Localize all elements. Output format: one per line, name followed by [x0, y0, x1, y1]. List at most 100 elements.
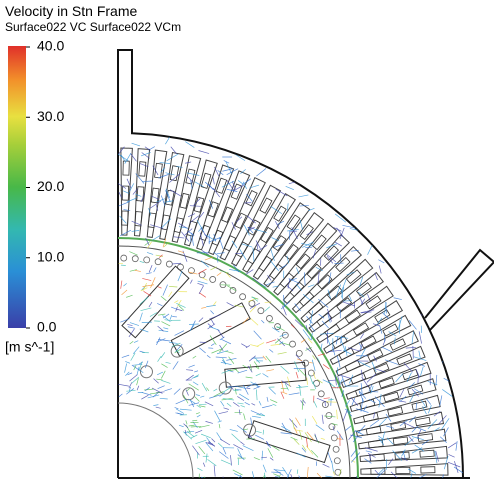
velocity-vector: [162, 315, 170, 321]
velocity-vector: [312, 360, 315, 371]
velocity-vector: [132, 143, 140, 146]
velocity-vector: [217, 253, 225, 254]
velocity-vector: [211, 438, 215, 442]
velocity-vector: [185, 142, 194, 148]
velocity-vector: [382, 431, 385, 442]
velocity-vector: [185, 430, 186, 435]
velocity-vector: [142, 278, 151, 280]
velocity-vector: [192, 420, 197, 421]
legend-title: Velocity in Stn Frame: [5, 3, 137, 19]
velocity-vector: [170, 315, 172, 320]
velocity-vector: [199, 446, 205, 454]
conductor: [274, 206, 286, 221]
velocity-vector: [271, 344, 282, 345]
velocity-vector: [243, 385, 248, 395]
colorbar-unit: [m s^-1]: [5, 339, 54, 355]
velocity-vector: [197, 415, 201, 417]
velocity-vector: [175, 413, 183, 415]
velocity-vector: [129, 375, 137, 382]
conductor: [139, 162, 146, 176]
velocity-vector: [161, 322, 170, 326]
velocity-vector: [296, 430, 303, 431]
velocity-vector: [343, 350, 351, 354]
velocity-vector: [282, 392, 287, 394]
velocity-vector: [268, 448, 273, 457]
conductor: [363, 413, 378, 422]
velocity-vector: [263, 465, 266, 472]
velocity-vector: [343, 409, 348, 422]
rotor-hole: [329, 424, 335, 430]
velocity-vector: [316, 425, 324, 431]
velocity-vector: [207, 355, 210, 358]
velocity-vector: [171, 307, 177, 309]
velocity-vector: [191, 435, 198, 438]
velocity-vector: [281, 381, 283, 392]
velocity-vector: [214, 391, 224, 396]
velocity-vector: [174, 389, 180, 395]
velocity-vector: [158, 314, 165, 315]
velocity-vector: [420, 367, 423, 376]
velocity-vector: [169, 342, 177, 343]
conductor: [246, 191, 257, 206]
velocity-vector: [214, 167, 218, 176]
velocity-vector: [251, 411, 261, 415]
conductor: [421, 467, 435, 473]
velocity-vector: [241, 405, 245, 407]
velocity-vector: [142, 285, 154, 287]
velocity-vector: [144, 389, 154, 390]
velocity-vector: [419, 351, 420, 358]
outer-boundary: [118, 50, 463, 478]
velocity-vector: [121, 281, 122, 289]
velocity-vector: [218, 443, 222, 447]
velocity-vector: [223, 447, 226, 454]
rotor-hole: [155, 259, 161, 265]
velocity-vector: [257, 343, 264, 347]
conductor: [415, 417, 430, 425]
velocity-vector: [190, 206, 201, 207]
velocity-vector: [176, 309, 182, 311]
velocity-vector: [259, 401, 261, 405]
rotor-surface: [118, 246, 350, 478]
velocity-vector: [142, 322, 152, 323]
velocity-vector: [289, 393, 300, 395]
stator-bore: [118, 238, 358, 478]
velocity-vector: [202, 383, 207, 391]
velocity-vector: [201, 228, 208, 239]
velocity-vector: [314, 401, 317, 408]
velocity-vector: [214, 411, 220, 421]
velocity-vector: [256, 374, 261, 376]
velocity-vector: [161, 371, 165, 379]
velocity-vector: [323, 464, 330, 467]
velocity-vector: [183, 432, 192, 440]
velocity-vector: [137, 378, 139, 385]
conductor: [366, 296, 381, 309]
velocity-vector: [328, 399, 334, 400]
conductor: [383, 324, 398, 336]
rotor-hole: [132, 256, 138, 262]
rotor-hole: [240, 294, 246, 300]
velocity-vector: [252, 416, 261, 417]
conductor: [161, 215, 169, 230]
velocity-vector: [145, 387, 150, 390]
velocity-vector: [194, 371, 198, 372]
velocity-vector: [140, 313, 143, 322]
velocity-vector: [270, 458, 273, 461]
magnet: [225, 362, 306, 387]
velocity-vector: [139, 362, 143, 364]
velocity-vector: [267, 397, 268, 402]
velocity-vector: [132, 230, 140, 231]
velocity-vector: [150, 392, 160, 393]
velocity-vector: [140, 297, 148, 304]
velocity-vector: [141, 308, 152, 311]
velocity-vector: [199, 318, 203, 322]
velocity-vector: [269, 349, 273, 352]
velocity-vector: [186, 370, 193, 371]
velocity-vector: [180, 409, 192, 410]
velocity-vector: [251, 418, 252, 425]
velocity-vector: [416, 369, 420, 377]
velocity-vector: [287, 469, 291, 478]
velocity-vector: [415, 445, 424, 452]
velocity-vector: [119, 202, 130, 207]
velocity-vector: [332, 461, 334, 472]
velocity-vector: [179, 227, 188, 229]
